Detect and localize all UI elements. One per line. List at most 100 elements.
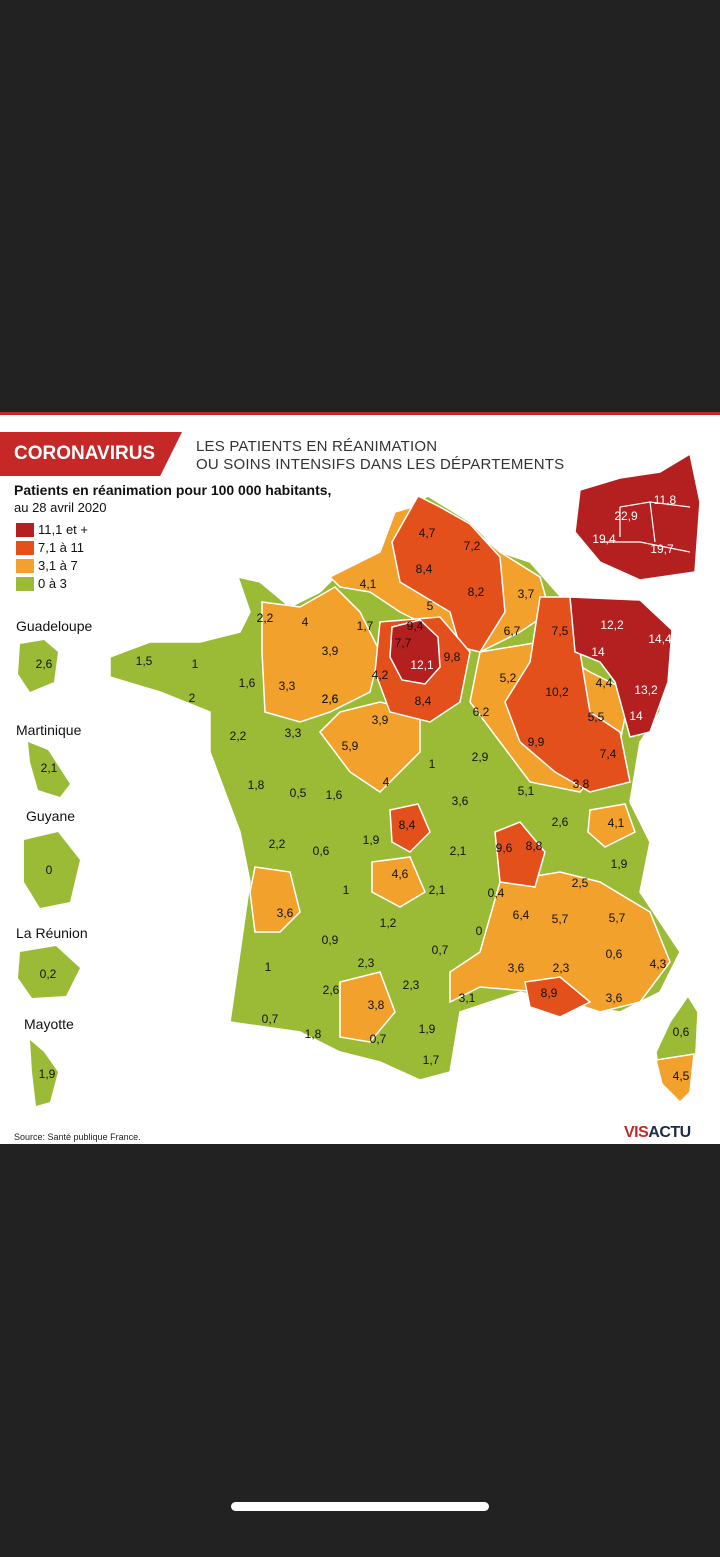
home-indicator[interactable] bbox=[231, 1502, 489, 1511]
department-value: 5,7 bbox=[552, 912, 569, 926]
department-value: 1,8 bbox=[305, 1027, 322, 1041]
department-value: 4 bbox=[302, 615, 309, 629]
corsica-south bbox=[655, 1053, 695, 1104]
legend-title: Patients en réanimation pour 100 000 hab… bbox=[14, 482, 332, 498]
department-value: 1 bbox=[343, 883, 350, 897]
department-value: 4 bbox=[383, 775, 390, 789]
department-value: 5,9 bbox=[342, 739, 359, 753]
banner: CORONAVIRUS bbox=[0, 432, 182, 476]
department-value: 2,2 bbox=[269, 837, 286, 851]
department-value: 14 bbox=[629, 709, 643, 723]
department-value: 0,6 bbox=[313, 844, 330, 858]
department-value: 8,2 bbox=[468, 585, 485, 599]
department-value: 1,7 bbox=[357, 619, 374, 633]
zone-normandy-orange bbox=[261, 586, 381, 723]
department-value: 2,3 bbox=[403, 978, 420, 992]
department-value: 2,6 bbox=[322, 692, 339, 706]
department-value: 4,4 bbox=[596, 676, 613, 690]
department-value: 8,9 bbox=[541, 986, 558, 1000]
department-value: 4,1 bbox=[608, 816, 625, 830]
department-value: 1,5 bbox=[136, 654, 153, 668]
department-value: 9,9 bbox=[528, 735, 545, 749]
department-value: 6,7 bbox=[504, 624, 521, 638]
department-value: 8,8 bbox=[526, 839, 543, 853]
department-value: 0,6 bbox=[673, 1025, 690, 1039]
legend-swatch bbox=[16, 576, 34, 591]
department-value: 3,6 bbox=[452, 794, 469, 808]
overseas-label-martinique: Martinique bbox=[16, 722, 82, 738]
subtitle-line-1: LES PATIENTS EN RÉANIMATION bbox=[196, 438, 438, 455]
department-value: 1,8 bbox=[248, 778, 265, 792]
zone-allier-redorange bbox=[389, 803, 431, 853]
reunion-shape bbox=[18, 946, 80, 998]
overseas-label-mayotte: Mayotte bbox=[24, 1016, 74, 1032]
guadeloupe-shape bbox=[18, 640, 58, 692]
department-value: 3,6 bbox=[508, 961, 525, 975]
zone-marseille-redorange bbox=[524, 976, 592, 1018]
zone-pyrenees-orange bbox=[339, 971, 396, 1043]
department-value: 2,3 bbox=[553, 961, 570, 975]
department-value: 0 bbox=[476, 924, 483, 938]
overseas-value: 2,6 bbox=[36, 657, 53, 671]
department-value: 1 bbox=[429, 757, 436, 771]
department-value: 2,2 bbox=[230, 729, 247, 743]
legend-date: au 28 avril 2020 bbox=[14, 500, 107, 515]
zone-southwest-orange bbox=[249, 866, 301, 933]
department-value: 1 bbox=[192, 657, 199, 671]
department-value: 7,4 bbox=[600, 747, 617, 761]
legend-label: 7,1 à 11 bbox=[38, 540, 85, 555]
department-value: 6,4 bbox=[513, 908, 530, 922]
mayotte-shape bbox=[30, 1040, 58, 1106]
department-value: 8,4 bbox=[399, 818, 416, 832]
department-value: 12,1 bbox=[410, 658, 434, 672]
zone-paris-darkred bbox=[389, 619, 441, 685]
department-value: 4,7 bbox=[419, 526, 436, 540]
overseas-label-guadeloupe: Guadeloupe bbox=[16, 618, 93, 634]
department-value: 0,7 bbox=[262, 1012, 279, 1026]
idf-inset-value: 11,8 bbox=[654, 493, 677, 507]
department-value: 3,8 bbox=[573, 777, 590, 791]
zone-limousin-orange bbox=[371, 856, 426, 908]
legend-item-medium-high: 7,1 à 11 bbox=[16, 540, 84, 555]
overseas-value: 0 bbox=[46, 863, 53, 877]
department-value: 1,6 bbox=[326, 788, 343, 802]
source-note: Source: Santé publique France. bbox=[14, 1132, 141, 1142]
department-value: 0,7 bbox=[370, 1032, 387, 1046]
department-value: 2,3 bbox=[358, 956, 375, 970]
legend-item-high: 11,1 et + bbox=[16, 522, 88, 537]
department-value: 2,5 bbox=[572, 876, 589, 890]
logo-part-a: VIS bbox=[624, 1124, 649, 1141]
department-value: 3,9 bbox=[372, 713, 389, 727]
zone-southeast-orange bbox=[449, 871, 671, 1013]
idf-inset-shape bbox=[574, 452, 701, 581]
department-value: 1,2 bbox=[380, 916, 397, 930]
department-value: 3,9 bbox=[322, 644, 339, 658]
department-value: 5 bbox=[427, 599, 434, 613]
department-value: 1 bbox=[265, 960, 272, 974]
zone-nord-redorange bbox=[391, 495, 506, 653]
department-value: 9,6 bbox=[496, 841, 513, 855]
department-value: 12,2 bbox=[600, 618, 624, 632]
france-map: 4,77,28,44,158,2 3,72,2 4 1,7 9,47,712,19,86… bbox=[18, 452, 701, 1106]
department-value: 5,5 bbox=[588, 710, 605, 724]
department-value: 0,4 bbox=[488, 886, 505, 900]
department-value: 5,7 bbox=[609, 911, 626, 925]
guyane-shape bbox=[24, 832, 80, 908]
infographic-card: CORONAVIRUS LES PATIENTS EN RÉANIMATION … bbox=[0, 412, 720, 1144]
department-value: 2 bbox=[189, 691, 196, 705]
subtitle-line-2: OU SOINS INTENSIFS DANS LES DÉPARTEMENTS bbox=[196, 456, 565, 473]
legend-label: 3,1 à 7 bbox=[38, 558, 78, 573]
top-rule bbox=[0, 412, 720, 415]
department-value: 14 bbox=[591, 645, 605, 659]
department-value: 13,2 bbox=[634, 683, 658, 697]
department-value: 7,2 bbox=[464, 539, 481, 553]
department-value-labels: 4,77,28,44,158,2 3,72,2 4 1,7 9,47,712,19,86… bbox=[36, 493, 690, 1083]
department-value: 4,6 bbox=[392, 867, 409, 881]
department-value: 2,1 bbox=[429, 883, 446, 897]
legend-label: 0 à 3 bbox=[38, 576, 67, 591]
department-value: 2,6 bbox=[322, 692, 339, 706]
department-value: 3,3 bbox=[285, 726, 302, 740]
legend-label: 11,1 et + bbox=[38, 522, 88, 537]
legend-swatch bbox=[16, 558, 34, 573]
zone-rhone-redorange bbox=[494, 821, 546, 888]
